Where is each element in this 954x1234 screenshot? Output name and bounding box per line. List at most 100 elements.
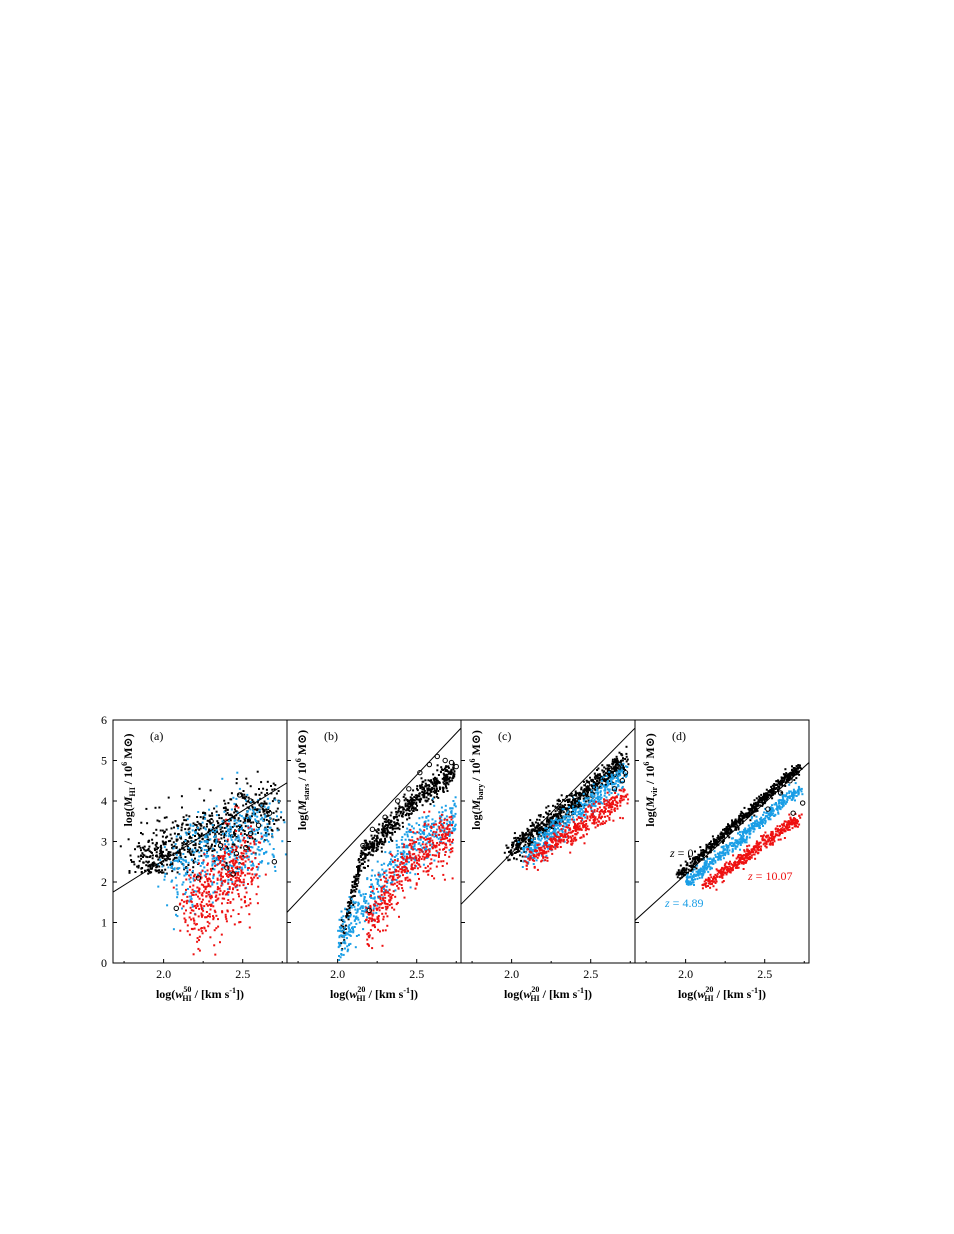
point <box>606 784 609 787</box>
point <box>237 817 240 820</box>
point <box>371 869 374 872</box>
point <box>392 827 395 830</box>
point <box>238 879 241 882</box>
point <box>213 824 215 827</box>
point <box>250 883 253 886</box>
point <box>379 930 381 933</box>
fit-line <box>287 727 461 913</box>
point <box>182 863 185 866</box>
point <box>393 856 396 858</box>
point <box>603 798 605 801</box>
point <box>257 841 260 844</box>
point <box>551 852 554 855</box>
y-tick-label: 1 <box>101 916 107 930</box>
point <box>214 891 217 894</box>
point <box>531 856 534 859</box>
point <box>585 804 588 807</box>
point <box>574 805 577 808</box>
point <box>619 761 622 764</box>
point <box>435 780 438 783</box>
point <box>389 896 392 899</box>
point <box>232 864 235 867</box>
point <box>341 923 344 926</box>
point <box>537 842 540 845</box>
point <box>256 770 259 773</box>
point <box>348 944 350 947</box>
point <box>513 857 515 860</box>
point <box>616 773 619 776</box>
point <box>235 810 238 813</box>
point <box>445 822 448 825</box>
point <box>597 802 600 805</box>
point <box>246 850 249 853</box>
point <box>255 820 257 822</box>
point <box>217 859 220 862</box>
point <box>236 858 239 861</box>
point <box>575 814 578 817</box>
point <box>412 841 415 844</box>
point <box>540 860 543 863</box>
point <box>190 836 193 839</box>
point <box>358 891 361 893</box>
point <box>227 847 230 850</box>
point <box>437 854 440 857</box>
point <box>399 861 402 864</box>
point <box>237 806 240 809</box>
point <box>452 766 455 769</box>
point <box>149 864 152 867</box>
point <box>352 904 355 906</box>
point <box>370 920 373 923</box>
point <box>242 881 245 884</box>
point <box>508 850 510 853</box>
point <box>193 905 196 908</box>
point <box>418 863 421 866</box>
point <box>236 879 239 882</box>
point <box>239 820 242 822</box>
point <box>556 846 559 849</box>
point <box>697 859 699 862</box>
point <box>530 843 533 846</box>
point <box>604 811 607 813</box>
point <box>582 835 585 838</box>
point <box>550 837 552 840</box>
point <box>398 824 401 827</box>
point <box>190 927 193 930</box>
point <box>511 846 514 849</box>
point <box>217 822 220 825</box>
point <box>445 765 448 768</box>
point <box>209 880 212 883</box>
point <box>393 873 396 876</box>
point <box>224 822 227 825</box>
point <box>449 822 452 825</box>
point <box>556 799 559 802</box>
point <box>608 816 611 819</box>
point <box>255 843 257 846</box>
point <box>233 825 236 827</box>
point <box>182 864 185 867</box>
point <box>184 856 187 858</box>
point <box>264 832 267 835</box>
point <box>248 835 251 838</box>
point <box>439 829 442 832</box>
point <box>196 832 199 835</box>
point <box>379 878 382 881</box>
point <box>338 943 341 946</box>
point <box>391 833 394 836</box>
point <box>402 812 404 815</box>
point <box>155 845 158 848</box>
point <box>207 915 210 918</box>
point <box>191 905 194 908</box>
point <box>234 808 236 811</box>
fit-line <box>461 727 635 905</box>
point <box>603 794 606 797</box>
point <box>441 865 444 867</box>
point <box>535 842 538 845</box>
point <box>549 824 552 827</box>
point <box>379 839 382 842</box>
point <box>257 863 260 866</box>
point <box>512 841 515 844</box>
point <box>586 817 589 820</box>
point <box>584 810 587 813</box>
point <box>166 835 169 838</box>
point <box>263 840 265 843</box>
